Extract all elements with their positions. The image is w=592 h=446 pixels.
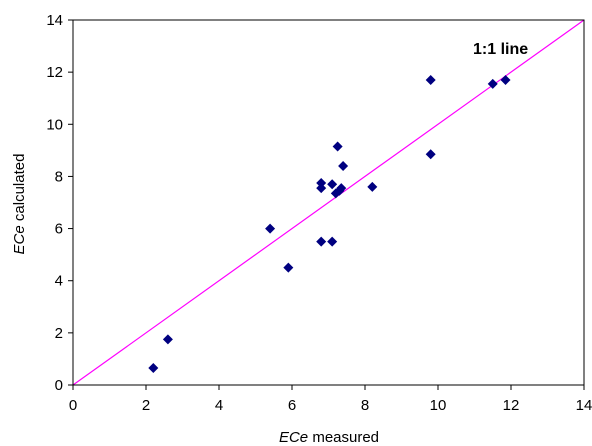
data-point-marker — [162, 334, 173, 345]
data-point-marker — [367, 181, 378, 192]
data-point-marker — [316, 236, 327, 247]
y-axis-title: ECe calculated — [11, 154, 28, 255]
x-tick-label: 4 — [215, 397, 223, 414]
data-point-marker — [327, 236, 338, 247]
data-point-marker — [425, 74, 436, 85]
y-tick-label: 4 — [55, 273, 63, 290]
data-point-marker — [327, 179, 338, 190]
plot-area-frame — [72, 19, 585, 386]
data-point-marker — [316, 177, 327, 188]
y-tick-label: 0 — [55, 377, 63, 394]
data-point-marker — [316, 183, 327, 194]
data-point-marker — [487, 78, 498, 89]
data-point-marker — [332, 141, 343, 152]
data-point-marker — [283, 262, 294, 273]
x-tick-label: 8 — [361, 397, 369, 414]
y-tick-label: 6 — [55, 221, 63, 238]
x-tick-label: 10 — [430, 397, 447, 414]
x-tick-label: 2 — [142, 397, 150, 414]
x-tick-label: 0 — [69, 397, 77, 414]
x-tick-label: 12 — [503, 397, 520, 414]
data-point-marker — [500, 74, 511, 85]
y-tick-label: 8 — [55, 168, 63, 185]
data-point-marker — [425, 149, 436, 160]
y-tick-label: 10 — [46, 116, 63, 133]
data-point-marker — [336, 183, 347, 194]
data-point-marker — [265, 223, 276, 234]
reference-line — [72, 19, 585, 386]
data-point-marker — [338, 161, 349, 171]
x-tick-label: 14 — [576, 397, 592, 414]
x-tick-label: 6 — [288, 397, 296, 414]
reference-line-annotation: 1:1 line — [473, 41, 528, 58]
y-tick-label: 14 — [46, 12, 63, 29]
y-tick-label: 12 — [46, 64, 63, 81]
y-tick-label: 2 — [55, 325, 63, 342]
data-point-marker — [148, 363, 159, 374]
x-axis-title: ECe measured — [279, 429, 379, 446]
